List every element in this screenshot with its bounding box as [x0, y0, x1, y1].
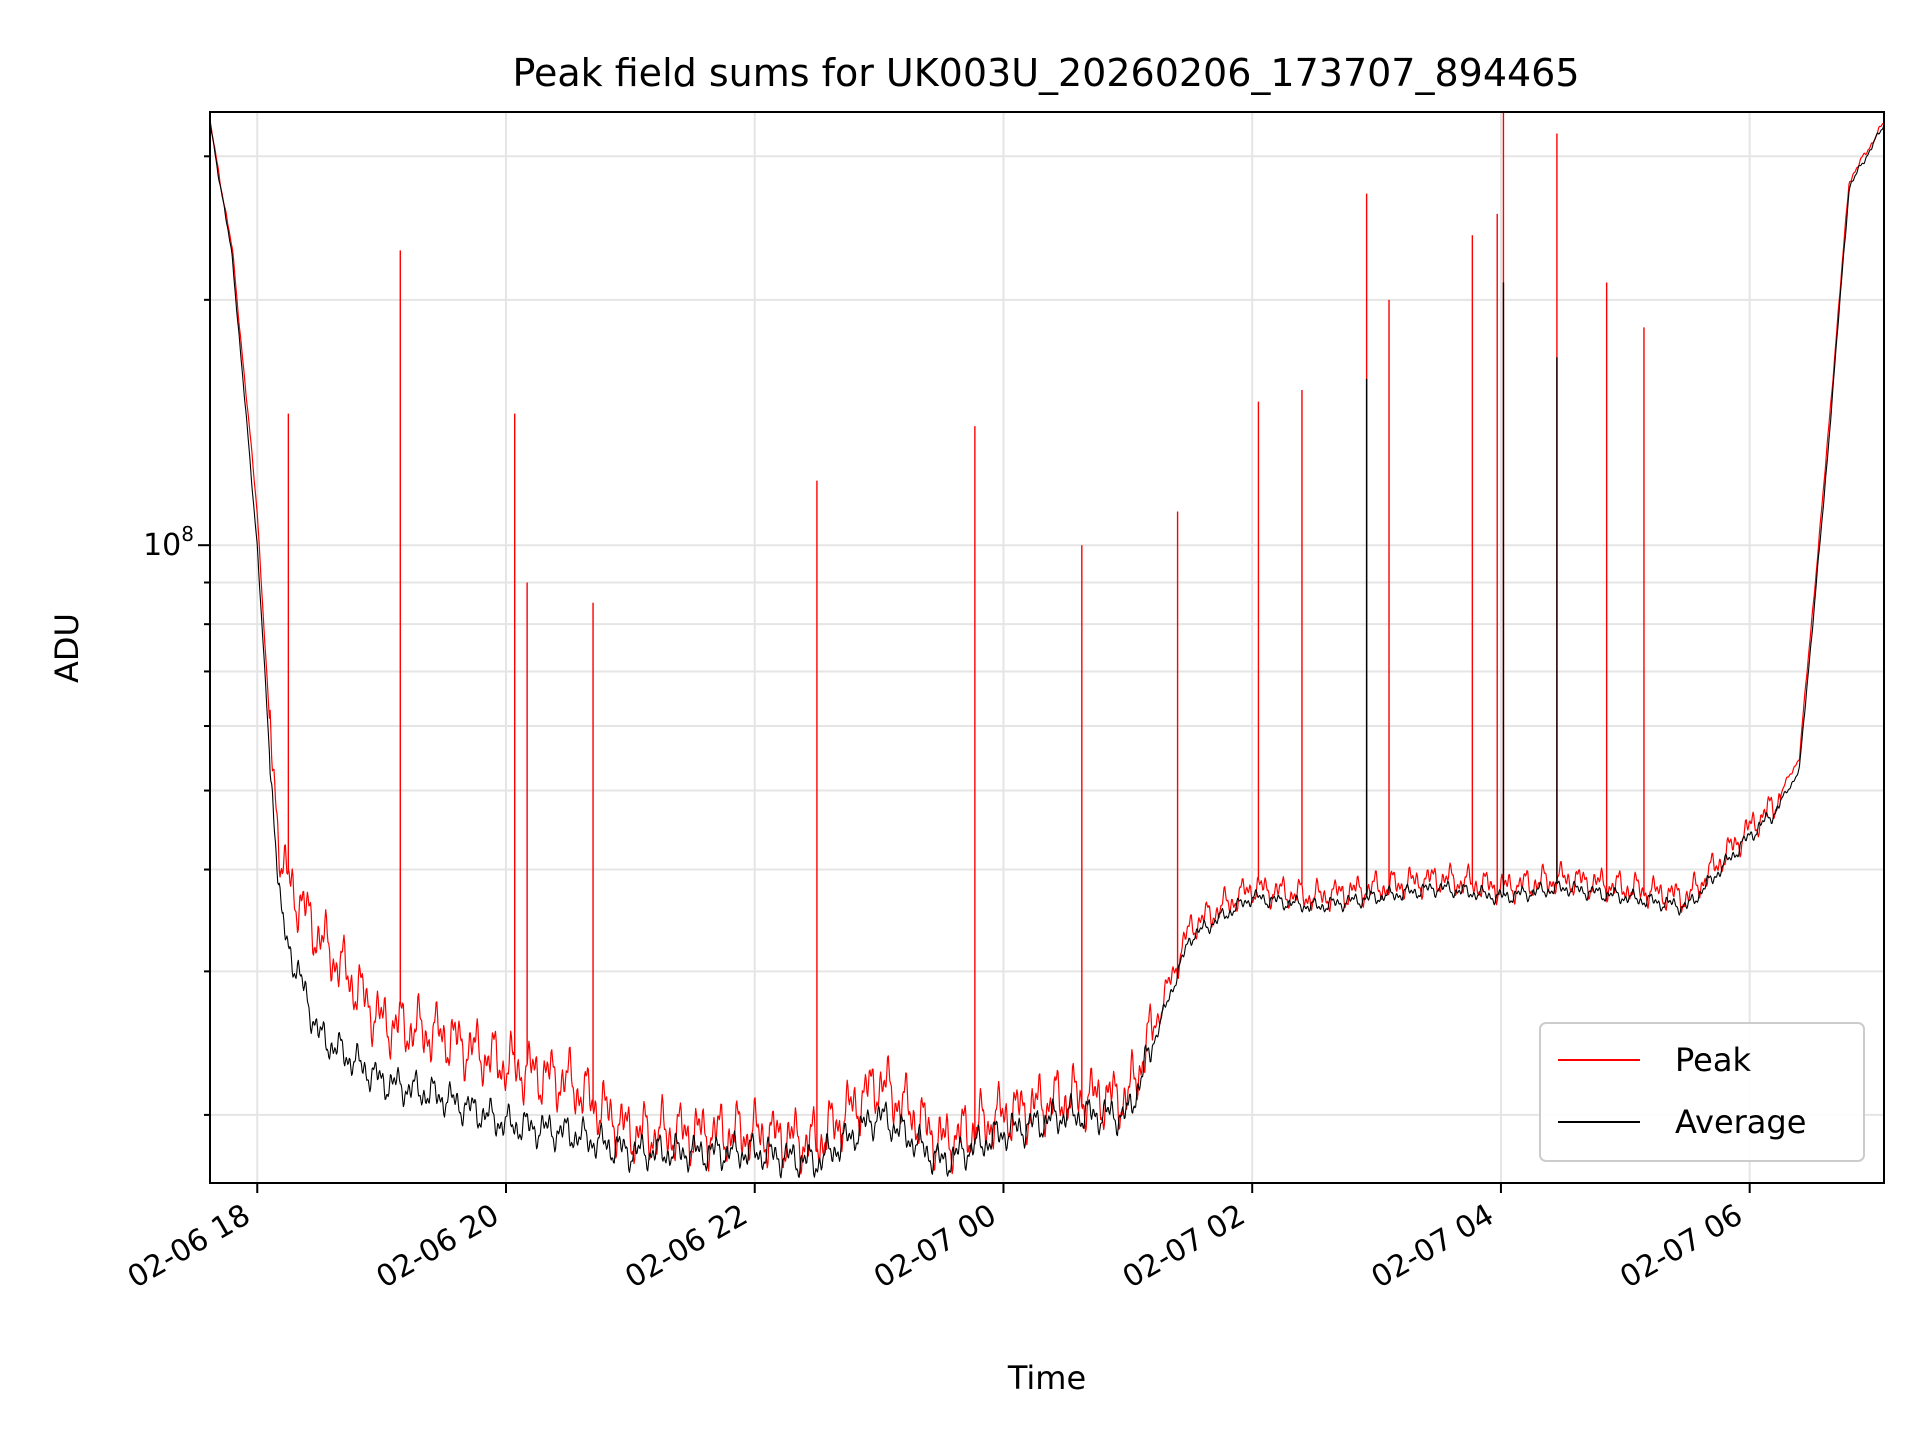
- plot-frame: [209, 111, 1885, 1184]
- y-tick-label: 108: [143, 522, 194, 563]
- legend-label-peak: Peak: [1675, 1041, 1751, 1079]
- series-line-peak: [209, 120, 1885, 1175]
- y-tick-label-base: 10: [143, 528, 181, 563]
- series-layer: [209, 112, 1885, 1179]
- legend-box: [1539, 1022, 1865, 1162]
- chart-legend: Peak Average: [1539, 1022, 1865, 1162]
- x-axis-label: Time: [1007, 1359, 1086, 1397]
- legend-label-average: Average: [1675, 1103, 1806, 1141]
- y-tick-label-exponent: 8: [181, 522, 194, 546]
- chart-title: Peak field sums for UK003U_20260206_1737…: [512, 51, 1579, 95]
- series-line-average: [209, 121, 1885, 1179]
- y-axis-label: ADU: [48, 613, 86, 683]
